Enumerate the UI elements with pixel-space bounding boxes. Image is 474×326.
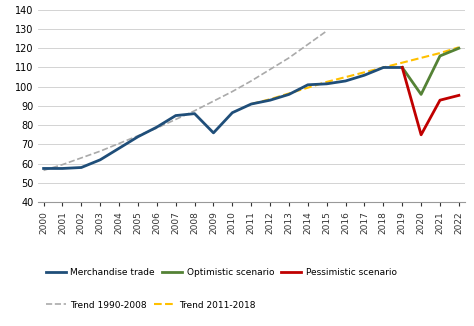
Merchandise trade [229,111,235,115]
Trend 2011-2018 [400,61,405,65]
Merchandise trade [400,66,405,69]
Line: Pessimistic scenario: Pessimistic scenario [402,67,459,135]
Line: Optimistic scenario: Optimistic scenario [402,48,459,95]
Trend 1990-2008 [248,79,254,83]
Merchandise trade [154,125,160,129]
Trend 1990-2008 [229,90,235,94]
Trend 2011-2018 [381,66,386,69]
Trend 1990-2008 [305,42,310,46]
Merchandise trade [324,82,329,86]
Trend 2011-2018 [267,97,273,101]
Merchandise trade [97,158,103,162]
Trend 1990-2008 [97,149,103,153]
Merchandise trade [267,98,273,102]
Trend 1990-2008 [192,109,198,113]
Pessimistic scenario [437,98,443,102]
Trend 1990-2008 [41,169,46,172]
Merchandise trade [210,131,216,135]
Pessimistic scenario [456,94,462,97]
Legend: Trend 1990-2008, Trend 2011-2018: Trend 1990-2008, Trend 2011-2018 [43,297,259,313]
Trend 1990-2008 [79,156,84,160]
Line: Trend 1990-2008: Trend 1990-2008 [44,31,327,170]
Line: Trend 2011-2018: Trend 2011-2018 [251,47,459,104]
Merchandise trade [381,66,386,69]
Merchandise trade [60,167,65,170]
Trend 2011-2018 [456,45,462,49]
Merchandise trade [135,135,141,139]
Merchandise trade [248,102,254,106]
Merchandise trade [79,166,84,170]
Trend 1990-2008 [116,141,122,145]
Trend 1990-2008 [60,163,65,167]
Trend 2011-2018 [286,92,292,96]
Trend 1990-2008 [286,56,292,60]
Trend 1990-2008 [173,117,179,121]
Merchandise trade [362,73,367,77]
Merchandise trade [173,114,179,118]
Pessimistic scenario [400,66,405,69]
Optimistic scenario [418,93,424,96]
Trend 2011-2018 [418,56,424,60]
Merchandise trade [41,167,46,170]
Trend 1990-2008 [154,126,160,130]
Trend 2011-2018 [343,75,348,79]
Optimistic scenario [456,46,462,50]
Trend 1990-2008 [267,67,273,71]
Merchandise trade [305,83,310,87]
Trend 1990-2008 [210,99,216,103]
Trend 2011-2018 [305,86,310,90]
Optimistic scenario [437,54,443,58]
Line: Merchandise trade: Merchandise trade [44,67,402,169]
Merchandise trade [286,93,292,96]
Trend 1990-2008 [324,29,329,33]
Trend 2011-2018 [362,70,367,74]
Trend 1990-2008 [135,134,141,138]
Pessimistic scenario [418,133,424,137]
Optimistic scenario [400,66,405,69]
Trend 2011-2018 [248,102,254,106]
Merchandise trade [116,146,122,150]
Trend 2011-2018 [324,80,329,84]
Trend 2011-2018 [437,51,443,55]
Merchandise trade [343,79,348,83]
Merchandise trade [192,112,198,116]
